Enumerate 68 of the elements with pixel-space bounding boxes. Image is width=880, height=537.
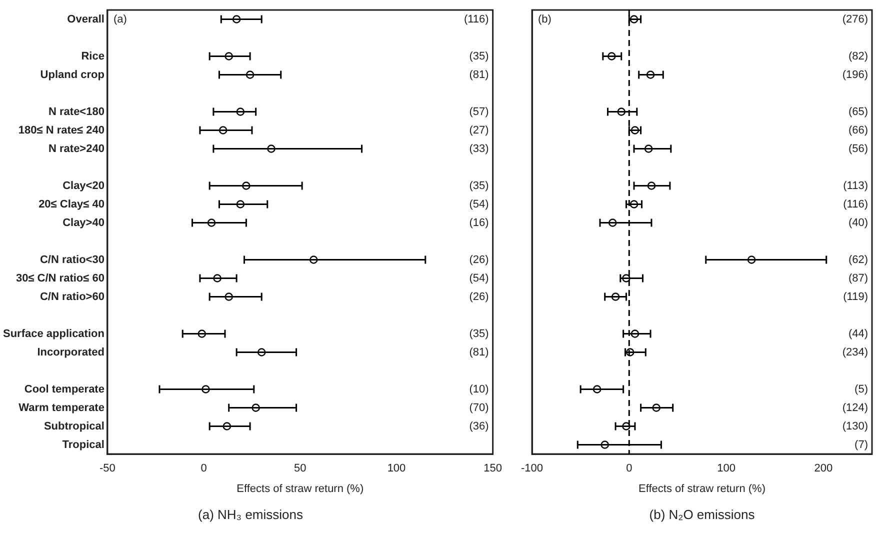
y-tick-label: 20≤ Clay≤ 40 — [38, 198, 104, 210]
annotation: (44) — [848, 328, 868, 340]
annotation: (130) — [842, 420, 868, 432]
y-tick-label: C/N ratio>60 — [40, 290, 104, 303]
x-tick-label: 50 — [294, 462, 306, 475]
y-tick-label: Cool temperate — [24, 383, 104, 396]
x-tick-label: 100 — [717, 462, 736, 475]
annotation: (54) — [469, 198, 489, 210]
annotation: (276) — [842, 13, 868, 26]
annotation: (87) — [848, 272, 868, 284]
annotation: (35) — [469, 328, 489, 340]
y-tick-label: Surface application — [2, 328, 105, 340]
y-tick-label: Upland crop — [40, 68, 105, 81]
text: (a) NH₃ emissions — [198, 506, 304, 522]
x-tick-label: 100 — [387, 462, 406, 475]
annotation: (62) — [848, 254, 868, 266]
annotation: (81) — [469, 68, 489, 81]
y-tick-label: Warm temperate — [18, 402, 104, 414]
x-tick-label: -100 — [520, 462, 544, 475]
annotation: (36) — [469, 420, 489, 432]
annotation: (b) — [538, 13, 552, 26]
annotation: (a) — [113, 13, 127, 26]
annotation: (54) — [469, 272, 489, 284]
annotation: (33) — [469, 142, 489, 155]
annotation: (56) — [848, 142, 868, 155]
y-tick-label: C/N ratio<30 — [40, 254, 104, 266]
annotation: (40) — [848, 216, 868, 229]
y-tick-label: Subtropical — [44, 420, 104, 432]
annotation: (10) — [469, 383, 489, 396]
text: (b) N₂O emissions — [649, 506, 756, 522]
annotation: (82) — [848, 50, 868, 62]
y-tick-label: Overall — [67, 13, 104, 26]
y-tick-label: N rate<180 — [48, 106, 104, 118]
annotation: (35) — [469, 180, 489, 192]
annotation: (234) — [842, 346, 868, 358]
y-tick-label: Rice — [81, 50, 104, 62]
x-tick-label: 0 — [200, 462, 207, 475]
annotation: (7) — [854, 438, 868, 451]
y-tick-label: Clay>40 — [62, 216, 104, 229]
x-axis-title: Effects of straw return (%) — [236, 482, 364, 495]
annotation: (196) — [842, 68, 868, 81]
annotation: (116) — [843, 198, 868, 210]
annotation: (66) — [848, 124, 868, 136]
y-tick-label: Tropical — [62, 438, 104, 451]
y-tick-label: Incorporated — [37, 346, 104, 358]
annotation: (65) — [848, 106, 868, 118]
x-tick-label: 200 — [814, 462, 833, 475]
x-tick-label: 0 — [626, 462, 632, 475]
y-tick-label: Clay<20 — [62, 180, 104, 192]
annotation: (119) — [843, 290, 868, 303]
annotation: (16) — [469, 216, 489, 229]
annotation: (124) — [842, 402, 868, 414]
annotation: (116) — [464, 13, 489, 26]
x-tick-label: 150 — [484, 462, 502, 475]
annotation: (26) — [469, 290, 489, 303]
y-tick-label: 180≤ N rate≤ 240 — [18, 124, 104, 136]
annotation: (70) — [469, 402, 489, 414]
annotation: (26) — [469, 254, 489, 266]
annotation: (5) — [854, 383, 868, 396]
annotation: (81) — [469, 346, 489, 358]
y-tick-label: 30≤ C/N ratio≤ 60 — [16, 272, 104, 284]
annotation: (27) — [469, 124, 489, 136]
annotation: (57) — [469, 106, 489, 118]
annotation: (35) — [469, 50, 489, 62]
annotation: (113) — [843, 180, 868, 192]
y-tick-label: N rate>240 — [48, 142, 104, 155]
x-axis-title: Effects of straw return (%) — [638, 482, 766, 495]
x-tick-label: -50 — [100, 462, 116, 475]
